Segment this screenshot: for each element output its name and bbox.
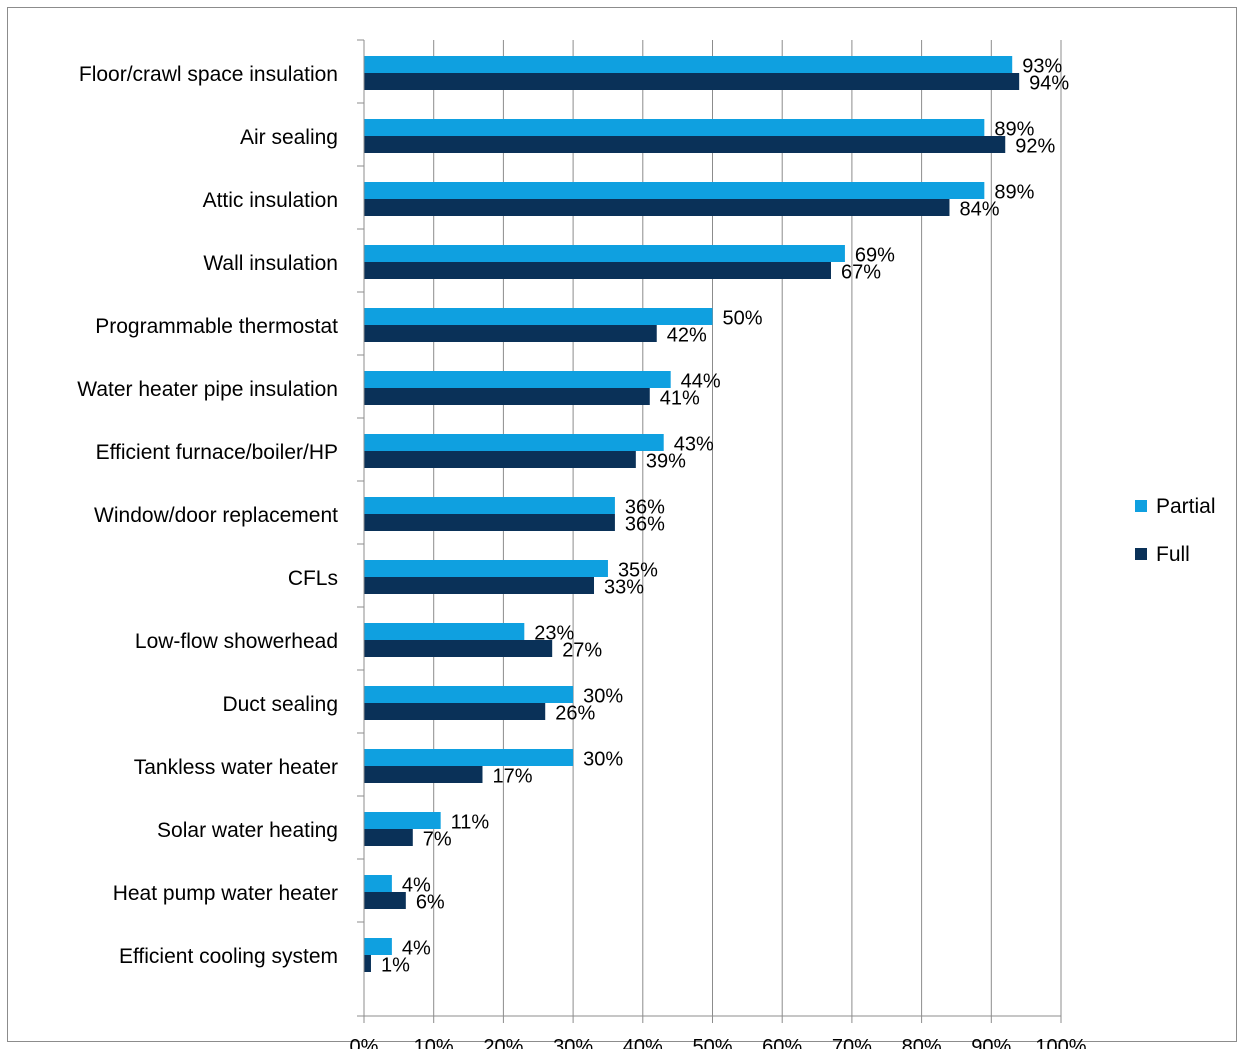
legend-label-full: Full [1156, 543, 1190, 566]
bar-partial [364, 308, 713, 325]
category-label: Efficient furnace/boiler/HP [96, 441, 338, 464]
category-label: Window/door replacement [94, 504, 338, 527]
bar-full [364, 892, 406, 909]
category-label: Heat pump water heater [113, 882, 338, 905]
bar-full [364, 766, 483, 783]
bar-partial [364, 812, 441, 829]
data-label: 6% [416, 892, 445, 914]
bar-full [364, 703, 546, 720]
chart-frame [7, 7, 1237, 1042]
x-tick-label: 50% [692, 1036, 732, 1049]
data-label: 44% [681, 371, 721, 393]
bar-full [364, 955, 371, 972]
data-label: 39% [646, 451, 686, 473]
data-labels: 93%94%89%92%89%84%69%67%50%42%44%41%43%3… [381, 56, 1069, 977]
x-tick-label: 60% [762, 1036, 802, 1049]
x-tick-label: 90% [971, 1036, 1011, 1049]
x-tick-label: 100% [1035, 1036, 1086, 1049]
x-tick-label: 10% [414, 1036, 454, 1049]
data-label: 42% [667, 325, 707, 347]
bar-partial [364, 182, 985, 199]
data-label: 1% [381, 955, 410, 977]
data-label: 11% [451, 812, 490, 834]
bar-full [364, 451, 636, 468]
bar-partial [364, 875, 392, 892]
data-label: 50% [723, 308, 763, 330]
category-label: Programmable thermostat [95, 315, 338, 338]
legend-label-partial: Partial [1156, 495, 1216, 518]
category-label: Duct sealing [222, 693, 338, 716]
data-label: 92% [1015, 136, 1055, 158]
x-tick-label: 20% [483, 1036, 523, 1049]
data-label: 35% [618, 560, 658, 582]
category-label: Air sealing [240, 126, 338, 149]
data-label: 4% [402, 875, 431, 897]
bar-partial [364, 497, 615, 514]
category-label: Water heater pipe insulation [77, 378, 338, 401]
bar-partial [364, 245, 845, 262]
data-label: 33% [604, 577, 644, 599]
legend-swatch-partial [1135, 500, 1147, 512]
data-label: 89% [994, 119, 1034, 141]
bar-full [364, 262, 831, 279]
bar-full [364, 514, 615, 531]
data-label: 69% [855, 245, 895, 267]
bar-partial [364, 56, 1013, 73]
bar-full [364, 577, 595, 594]
legend-swatch-full [1135, 548, 1147, 560]
bar-full [364, 325, 657, 342]
x-tick-label: 70% [832, 1036, 872, 1049]
bar-partial [364, 623, 525, 640]
bar-partial [364, 749, 574, 766]
bar-full [364, 640, 553, 657]
data-label: 89% [994, 182, 1034, 204]
data-label: 30% [583, 749, 623, 771]
x-tick-label: 0% [350, 1036, 379, 1049]
bar-full [364, 829, 413, 846]
category-label: Floor/crawl space insulation [79, 63, 338, 86]
data-label: 23% [534, 623, 574, 645]
bar-partial [364, 371, 671, 388]
x-tick-label: 40% [623, 1036, 663, 1049]
data-label: 84% [959, 199, 999, 221]
category-label: Attic insulation [203, 189, 338, 212]
data-label: 36% [625, 514, 665, 536]
bar-partial [364, 686, 574, 703]
bar-full [364, 73, 1020, 90]
category-label: Solar water heating [157, 819, 338, 842]
bar-full [364, 136, 1006, 153]
data-label: 30% [583, 686, 623, 708]
data-label: 36% [625, 497, 665, 519]
data-label: 27% [562, 640, 602, 662]
data-label: 93% [1022, 56, 1062, 78]
legend: Partial Full [1135, 495, 1216, 566]
data-label: 41% [660, 388, 700, 410]
x-tick-label: 80% [902, 1036, 942, 1049]
bar-partial [364, 434, 664, 451]
category-label: Low-flow showerhead [135, 630, 338, 653]
x-tick-label: 30% [553, 1036, 593, 1049]
bar-full [364, 388, 650, 405]
bar-partial [364, 119, 985, 136]
axes: Floor/crawl space insulation Air sealing A… [77, 39, 1087, 1049]
data-label: 4% [402, 938, 431, 960]
category-label: Efficient cooling system [119, 945, 338, 968]
data-label: 26% [555, 703, 595, 725]
data-label: 94% [1029, 73, 1069, 95]
bars [364, 56, 1020, 972]
bar-partial [364, 560, 608, 577]
category-label: Wall insulation [203, 252, 338, 275]
category-label: Tankless water heater [134, 756, 338, 779]
data-label: 17% [492, 766, 532, 788]
category-label: CFLs [288, 567, 338, 590]
data-label: 7% [423, 829, 452, 851]
data-label: 43% [674, 434, 714, 456]
bar-full [364, 199, 950, 216]
bar-partial [364, 938, 392, 955]
data-label: 67% [841, 262, 881, 284]
